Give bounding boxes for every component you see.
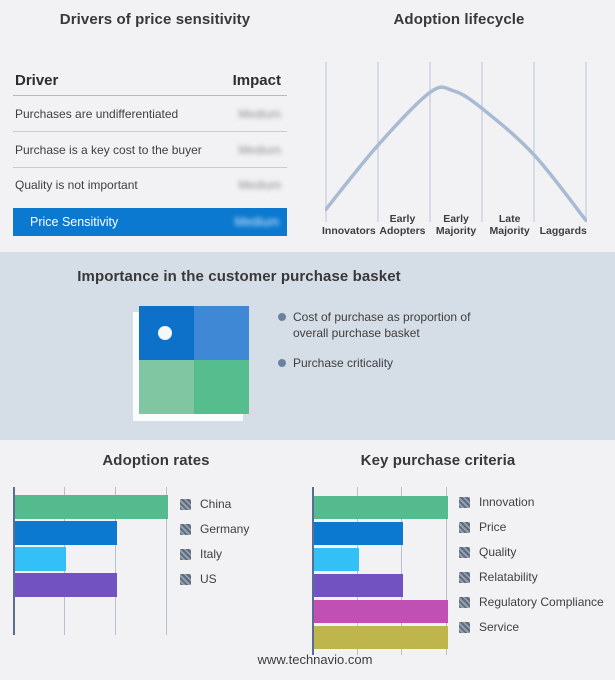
legend-label: Service: [479, 620, 520, 634]
basket-bullet-list: Cost of purchase as proportion of overal…: [278, 310, 488, 387]
bell-curve: [325, 85, 587, 223]
bar-innovation: [314, 496, 448, 519]
quadrant-top-left: [139, 306, 194, 360]
lifecycle-title: Adoption lifecycle: [393, 11, 525, 28]
legend-item: Germany: [180, 521, 340, 537]
legend-item: China: [180, 496, 340, 512]
table-header: Driver Impact: [13, 65, 287, 96]
footer-url: www.technavio.com: [257, 652, 373, 667]
impact-value-redacted: Medium: [238, 177, 281, 192]
legend-swatch-redacted-icon: [180, 498, 191, 510]
impact-value-redacted: Medium: [234, 215, 279, 229]
key-criteria-title: Key purchase criteria: [360, 452, 516, 469]
basket-title: Importance in the customer purchase bask…: [77, 268, 401, 285]
legend-label: China: [200, 497, 232, 511]
drivers-title: Drivers of price sensitivity: [59, 11, 251, 28]
quadrant-bottom-right: [194, 360, 249, 414]
bar-relatability: [314, 574, 404, 597]
chart-axis: [312, 487, 314, 655]
legend-item: Innovation: [459, 494, 615, 510]
driver-label: Quality is not important: [15, 177, 138, 192]
price-sensitivity-highlight-row: Price Sensitivity Medium: [13, 208, 287, 236]
bullet-icon: [278, 359, 286, 368]
chart-gridline: [446, 487, 447, 655]
legend-item: Quality: [459, 544, 615, 560]
legend-item: US: [180, 571, 340, 587]
legend-swatch-redacted-icon: [180, 548, 191, 560]
legend-swatch-redacted-icon: [459, 546, 470, 558]
legend-swatch-redacted-icon: [459, 521, 470, 533]
legend-label: Innovation: [479, 495, 535, 509]
quadrant-top-right: [194, 306, 249, 360]
legend-item: Relatability: [459, 569, 615, 585]
chart-axis: [13, 487, 15, 635]
chart-gridline: [166, 487, 167, 635]
legend-label: Price: [479, 520, 507, 534]
table-row: Purchase is a key cost to the buyer Medi…: [13, 132, 287, 168]
legend-swatch-redacted-icon: [459, 496, 470, 508]
legend-label: Germany: [200, 522, 250, 536]
stage-label: Laggards: [539, 224, 587, 237]
bullet-text: Cost of purchase as proportion of overal…: [293, 310, 471, 340]
legend-swatch-redacted-icon: [459, 596, 470, 608]
stage-label: Late Majority: [489, 212, 530, 237]
legend-item: Italy: [180, 546, 340, 562]
bar-china: [15, 495, 168, 519]
bar-price: [314, 522, 404, 545]
drivers-table: Driver Impact Purchases are undifferenti…: [13, 65, 287, 236]
legend-item: Service: [459, 619, 615, 635]
driver-label: Purchases are undifferentiated: [15, 106, 179, 121]
adoption-rates-legend: China Germany Italy US: [180, 496, 340, 596]
table-row: Purchases are undifferentiated Medium: [13, 96, 287, 132]
driver-label: Price Sensitivity: [30, 215, 119, 229]
bar-us: [15, 573, 117, 597]
stage-label: Early Adopters: [379, 212, 426, 237]
bar-germany: [15, 521, 117, 545]
legend-swatch-redacted-icon: [459, 621, 470, 633]
stage-label: Early Majority: [435, 212, 477, 237]
purchase-basket-band: Importance in the customer purchase bask…: [0, 252, 615, 440]
position-marker-dot: [158, 326, 172, 340]
legend-label: Relatability: [479, 570, 538, 584]
quadrant-bottom-left: [139, 360, 194, 414]
legend-label: Regulatory Compliance: [479, 595, 604, 609]
impact-value-redacted: Medium: [238, 106, 281, 121]
lifecycle-curve-svg: [325, 62, 587, 223]
col-header-impact: Impact: [232, 72, 281, 89]
bar-quality: [314, 548, 359, 571]
adoption-rates-title: Adoption rates: [102, 452, 210, 469]
purchase-basket-quadrant: [139, 306, 249, 414]
bar-service: [314, 626, 448, 649]
lifecycle-stage-labels: Innovators Early Adopters Early Majority…: [322, 200, 590, 237]
legend-label: Italy: [200, 547, 223, 561]
legend-swatch-redacted-icon: [180, 573, 191, 585]
bullet-icon: [278, 313, 286, 321]
impact-value-redacted: Medium: [238, 142, 281, 157]
col-header-driver: Driver: [15, 72, 59, 89]
driver-label: Purchase is a key cost to the buyer: [15, 142, 202, 157]
stage-label: Innovators: [322, 224, 376, 237]
legend-label: Quality: [479, 545, 517, 559]
list-item: Cost of purchase as proportion of overal…: [278, 310, 488, 341]
legend-item: Price: [459, 519, 615, 535]
legend-label: US: [200, 572, 217, 586]
key-criteria-plot: [312, 487, 457, 657]
legend-swatch-redacted-icon: [459, 571, 470, 583]
key-criteria-legend: Innovation Price Quality Relatability Regula…: [459, 494, 615, 644]
bar-italy: [15, 547, 66, 571]
bullet-text: Purchase criticality: [293, 356, 394, 371]
bar-regulatory-compliance: [314, 600, 448, 623]
chart-gridline: [401, 487, 403, 655]
adoption-rates-plot: [13, 487, 188, 637]
legend-item: Regulatory Compliance: [459, 594, 615, 610]
list-item: Purchase criticality: [278, 356, 488, 372]
chart-gridline: [115, 487, 116, 635]
table-row: Quality is not important Medium: [13, 168, 287, 201]
legend-swatch-redacted-icon: [180, 523, 191, 535]
chart-gridline: [356, 487, 358, 655]
